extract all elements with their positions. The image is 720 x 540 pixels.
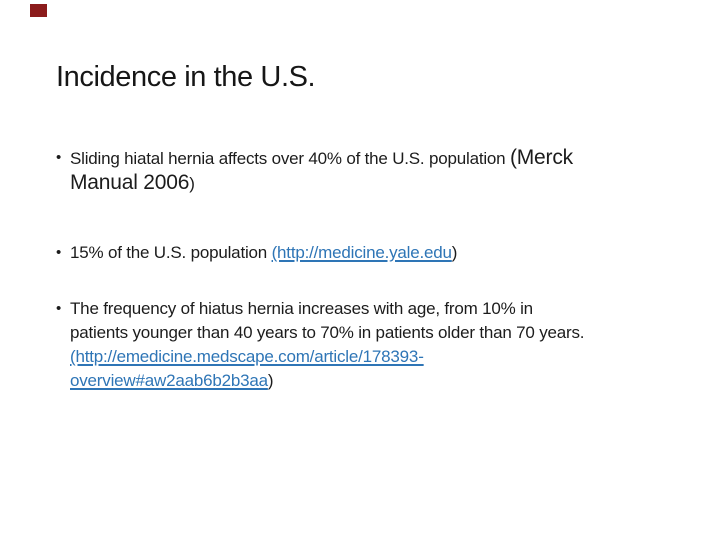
text-segment: The frequency of hiatus hernia increases… bbox=[70, 299, 533, 318]
text-segment: ) bbox=[451, 243, 458, 262]
text-segment: 15% of the U.S. population bbox=[70, 243, 272, 262]
bullet-text: 15% of the U.S. population (http://medic… bbox=[70, 243, 457, 262]
bullet-icon: • bbox=[56, 300, 62, 317]
bullet-icon: • bbox=[56, 244, 62, 261]
text-segment: Manual 2006 bbox=[70, 171, 190, 194]
hyperlink[interactable]: (http://emedicine.medscape.com/article/1… bbox=[70, 347, 424, 366]
text-segment: patients younger than 40 years to 70% in… bbox=[70, 323, 585, 342]
bullet-list: • Sliding hiatal hernia affects over 40% … bbox=[56, 146, 696, 393]
bullet-item: • 15% of the U.S. population (http://medi… bbox=[56, 241, 696, 265]
slide-corner-marker bbox=[30, 4, 47, 17]
bullet-item: • Sliding hiatal hernia affects over 40% … bbox=[56, 146, 696, 196]
bullet-text: Sliding hiatal hernia affects over 40% o… bbox=[70, 146, 573, 194]
text-segment: Sliding hiatal hernia affects over 40% o… bbox=[70, 149, 510, 168]
slide-title: Incidence in the U.S. bbox=[56, 61, 316, 93]
bullet-text: The frequency of hiatus hernia increases… bbox=[70, 299, 584, 390]
bullet-item: • The frequency of hiatus hernia increase… bbox=[56, 297, 696, 393]
hyperlink[interactable]: (http://medicine.yale.edu bbox=[271, 243, 452, 262]
text-segment: ) bbox=[189, 174, 195, 193]
text-segment: ) bbox=[267, 371, 274, 390]
hyperlink[interactable]: overview#aw2aab6b2b3aa bbox=[70, 371, 268, 390]
bullet-icon: • bbox=[56, 149, 62, 166]
text-segment: (Merck bbox=[509, 146, 573, 169]
